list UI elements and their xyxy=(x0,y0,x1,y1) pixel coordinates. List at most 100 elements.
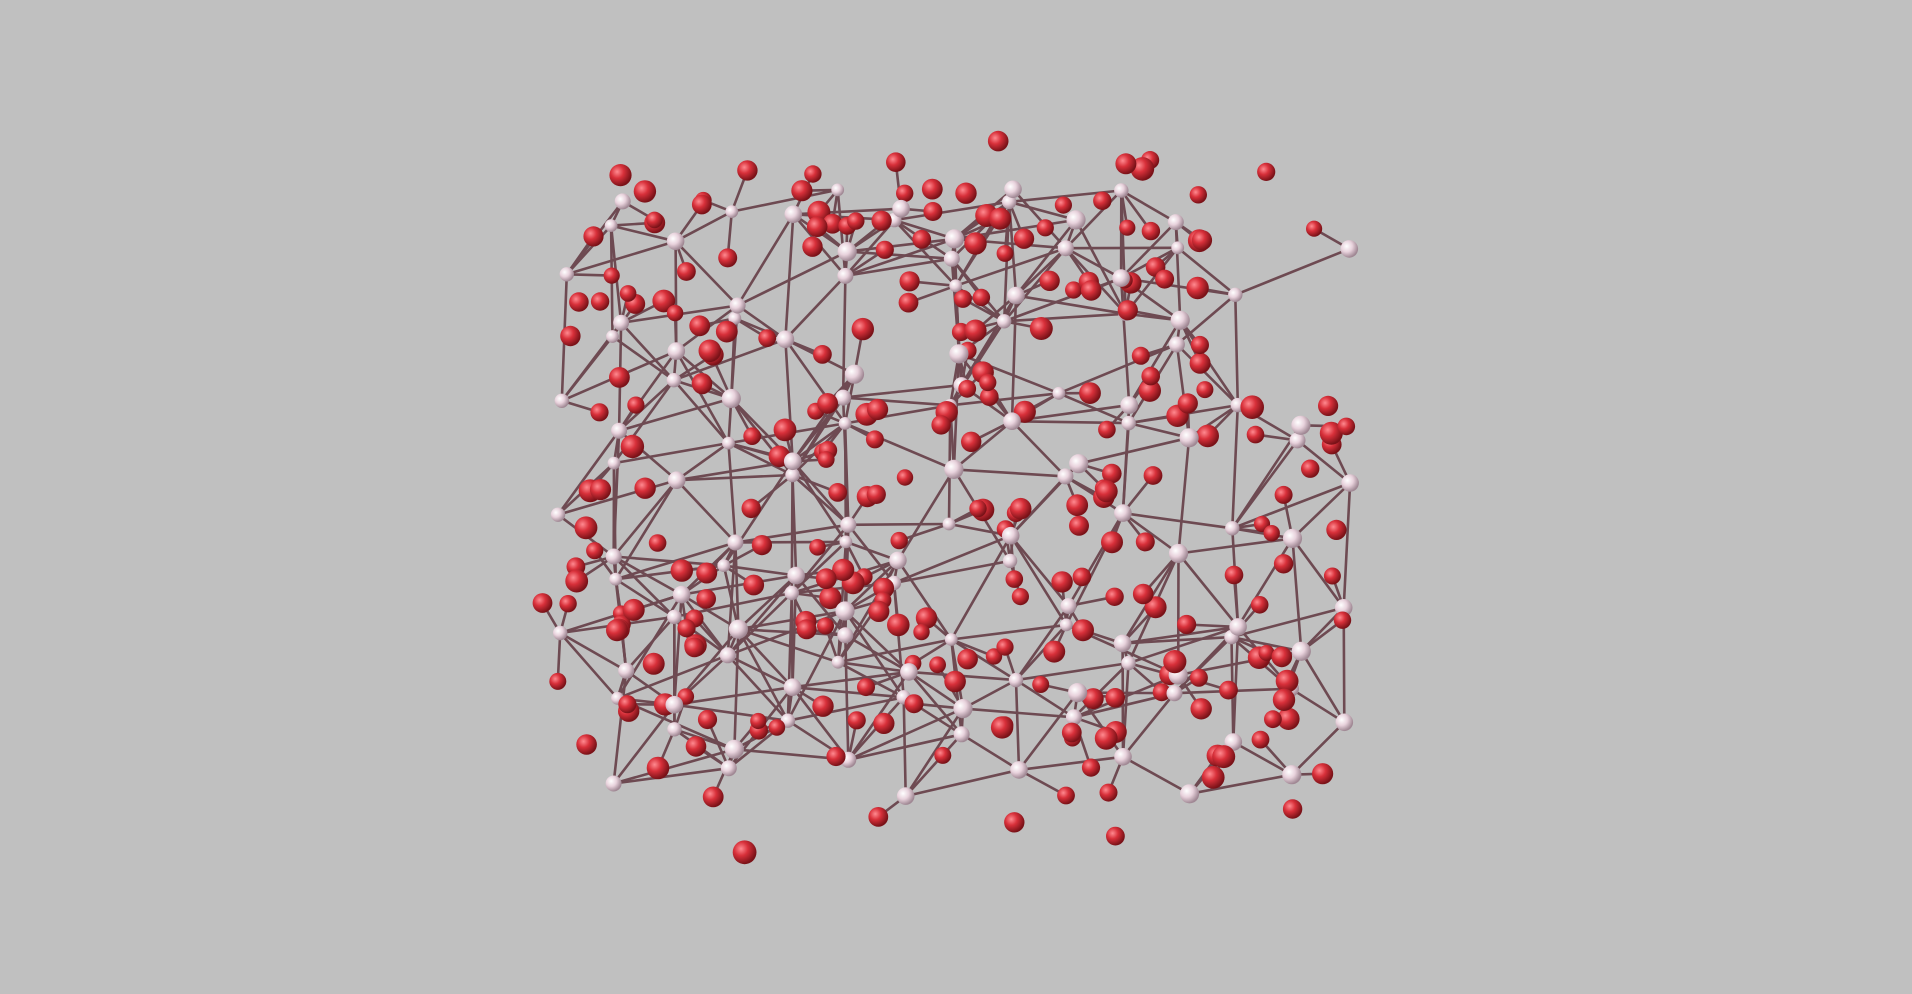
red-atom xyxy=(1061,722,1082,743)
bond xyxy=(1014,604,1070,682)
pink-atom xyxy=(611,422,628,439)
red-atom xyxy=(1277,707,1300,731)
bond xyxy=(844,237,956,278)
bond xyxy=(1009,534,1070,608)
pink-atom xyxy=(605,548,622,565)
red-atom xyxy=(866,484,886,504)
bond xyxy=(1289,687,1346,724)
bond xyxy=(1002,246,1068,323)
red-atom xyxy=(609,367,630,388)
pink-atom xyxy=(831,183,845,197)
red-atom xyxy=(817,451,835,468)
pink-atom xyxy=(717,559,731,572)
bond xyxy=(733,627,740,751)
red-atom xyxy=(1135,532,1155,552)
bond xyxy=(1010,294,1018,423)
pink-atom xyxy=(839,535,853,549)
bond xyxy=(1234,247,1351,297)
red-atom xyxy=(609,164,632,187)
bond xyxy=(841,396,952,407)
bond xyxy=(1177,552,1240,629)
red-atom xyxy=(812,695,834,717)
red-atom xyxy=(1013,228,1035,249)
red-atom xyxy=(815,568,837,590)
pink-atom xyxy=(1171,241,1185,255)
bond xyxy=(961,707,1076,719)
red-atom xyxy=(828,483,848,502)
pink-atom xyxy=(1010,761,1028,779)
red-atom xyxy=(684,637,705,658)
bond xyxy=(1291,537,1345,610)
pink-atom xyxy=(1168,336,1185,353)
red-atom xyxy=(996,245,1014,262)
pink-atom xyxy=(666,232,685,251)
pink-atom xyxy=(776,330,795,349)
red-atom xyxy=(1196,381,1214,399)
pink-atom xyxy=(666,373,682,388)
bond xyxy=(1127,318,1182,407)
red-atom xyxy=(985,648,1003,665)
red-atom xyxy=(1066,494,1089,517)
bond xyxy=(1296,439,1352,485)
red-atom xyxy=(972,288,991,307)
red-atom xyxy=(1257,162,1276,181)
red-atom xyxy=(1224,565,1244,585)
red-atom xyxy=(1117,300,1138,321)
bond xyxy=(624,615,676,673)
pink-atom xyxy=(837,627,854,644)
bond xyxy=(786,695,906,723)
bond xyxy=(612,478,679,558)
red-atom xyxy=(696,562,718,584)
pink-atom xyxy=(837,242,857,262)
bond xyxy=(722,564,798,577)
pink-atom xyxy=(783,678,802,696)
pink-atom xyxy=(672,585,691,604)
red-atom xyxy=(1271,646,1293,668)
pink-atom xyxy=(719,647,736,664)
bond xyxy=(673,727,736,751)
pink-atom xyxy=(1069,454,1089,474)
bond xyxy=(846,523,896,585)
atoms-layer xyxy=(532,130,1359,865)
bond xyxy=(784,337,795,463)
bond xyxy=(949,638,1018,682)
pink-atom xyxy=(729,297,746,314)
bond xyxy=(1014,661,1130,682)
bond xyxy=(1121,661,1130,759)
red-atom xyxy=(1072,619,1094,642)
red-atom xyxy=(1143,466,1163,485)
pink-atom xyxy=(1335,713,1354,732)
pink-atom xyxy=(667,342,686,360)
pink-atom xyxy=(1341,474,1359,492)
bond xyxy=(727,441,737,544)
red-atom xyxy=(806,216,828,237)
red-atom xyxy=(1054,196,1072,214)
red-atom xyxy=(1101,531,1123,554)
red-atom xyxy=(743,427,761,446)
red-atom xyxy=(627,396,645,414)
bond xyxy=(674,240,739,307)
pink-atom xyxy=(1008,672,1024,688)
pink-atom xyxy=(1225,521,1240,536)
pink-atom xyxy=(1282,528,1303,549)
bond xyxy=(893,218,958,288)
pink-atom xyxy=(1059,618,1073,632)
red-atom xyxy=(702,786,724,808)
red-atom xyxy=(865,430,884,449)
red-atom xyxy=(758,329,777,347)
bond xyxy=(1177,436,1191,555)
bond xyxy=(560,335,614,403)
red-atom xyxy=(847,212,865,230)
bond xyxy=(841,274,847,399)
bond xyxy=(1010,419,1067,478)
bond xyxy=(1176,246,1237,297)
bond xyxy=(726,591,794,657)
bond xyxy=(1121,511,1180,555)
pink-atom xyxy=(1114,748,1132,766)
bond xyxy=(674,210,734,243)
red-atom xyxy=(1065,281,1083,299)
red-atom xyxy=(822,213,843,234)
pink-atom xyxy=(728,619,749,639)
